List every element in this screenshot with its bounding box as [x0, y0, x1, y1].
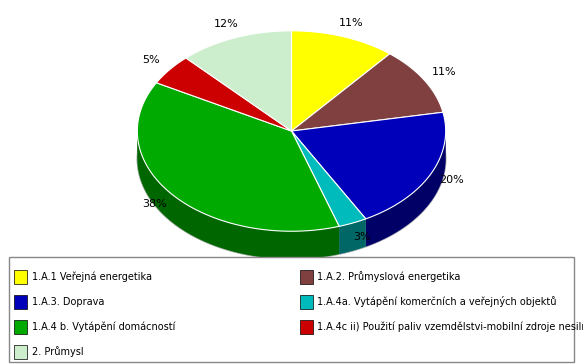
Text: 38%: 38% [142, 199, 167, 210]
Polygon shape [339, 219, 366, 254]
Polygon shape [292, 54, 443, 131]
FancyBboxPatch shape [15, 269, 27, 284]
FancyBboxPatch shape [15, 295, 27, 309]
Polygon shape [156, 58, 292, 131]
Polygon shape [366, 131, 445, 246]
Text: 1.A.2. Průmyslová energetika: 1.A.2. Průmyslová energetika [317, 271, 461, 282]
Polygon shape [366, 131, 445, 246]
Polygon shape [138, 131, 339, 259]
FancyBboxPatch shape [300, 320, 312, 334]
Polygon shape [292, 31, 390, 131]
Polygon shape [339, 219, 366, 254]
Text: 1.A.1 Veřejná energetika: 1.A.1 Veřejná energetika [31, 272, 152, 282]
Polygon shape [138, 59, 445, 259]
Text: 12%: 12% [214, 19, 238, 29]
Polygon shape [186, 31, 292, 131]
Text: 11%: 11% [432, 67, 456, 78]
Text: 11%: 11% [339, 17, 364, 28]
Text: 5%: 5% [143, 55, 160, 66]
Text: 1.A.3. Doprava: 1.A.3. Doprava [31, 297, 104, 307]
Text: 1.A.4c ii) Použití paliv vzemdělstvi-mobilní zdroje nesilniční: 1.A.4c ii) Použití paliv vzemdělstvi-mob… [317, 322, 583, 332]
Polygon shape [138, 131, 339, 259]
Text: 1.A.4a. Vytápění komerčních a veřejných objektů: 1.A.4a. Vytápění komerčních a veřejných … [317, 296, 557, 307]
FancyBboxPatch shape [9, 257, 574, 362]
FancyBboxPatch shape [300, 269, 312, 284]
FancyBboxPatch shape [15, 320, 27, 334]
FancyBboxPatch shape [300, 295, 312, 309]
Text: 2. Průmysl: 2. Průmysl [31, 347, 83, 357]
Text: 1.A.4 b. Vytápění domácností: 1.A.4 b. Vytápění domácností [31, 322, 175, 332]
Text: 3%: 3% [353, 232, 371, 242]
Text: 20%: 20% [440, 175, 464, 185]
FancyBboxPatch shape [15, 345, 27, 359]
Polygon shape [292, 112, 445, 219]
Polygon shape [292, 131, 366, 226]
Polygon shape [138, 83, 339, 231]
